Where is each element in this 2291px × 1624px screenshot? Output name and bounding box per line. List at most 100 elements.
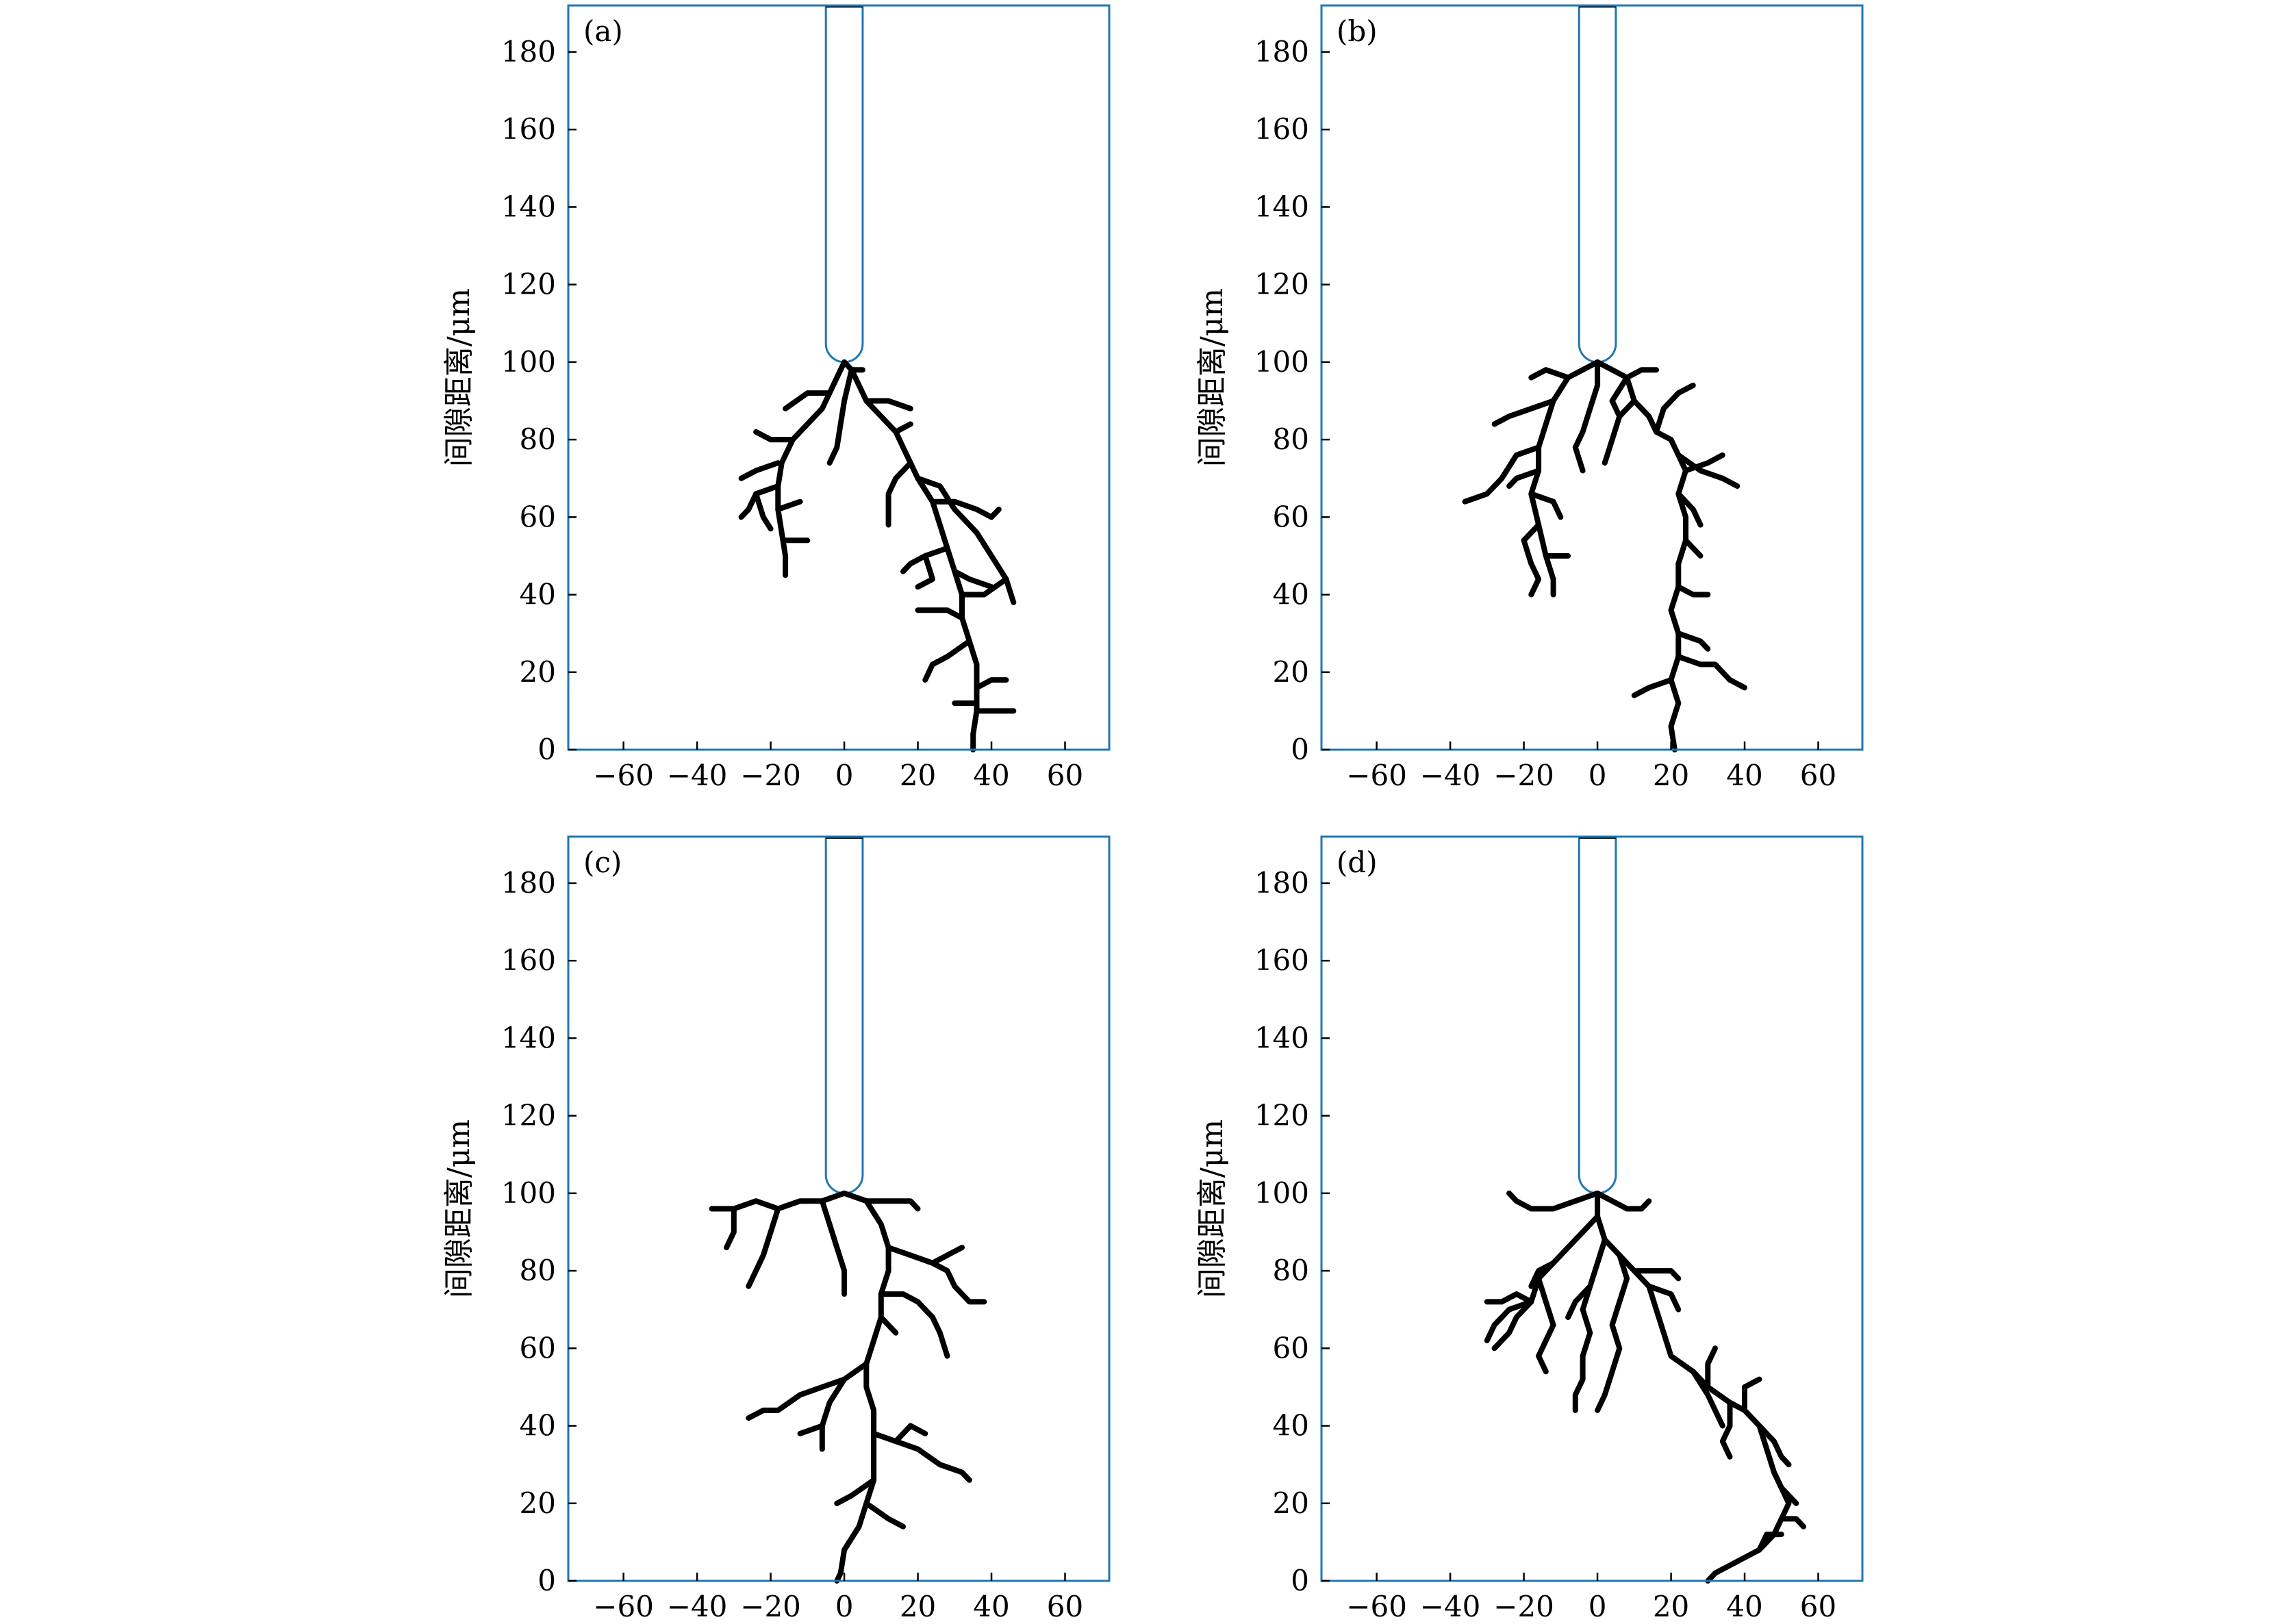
y-tick-label: 140 bbox=[501, 190, 556, 223]
y-axis-title: 间隙距离/μm bbox=[1195, 1119, 1230, 1298]
tree-branch bbox=[1572, 359, 1601, 474]
panel-label: (c) bbox=[583, 846, 622, 879]
tree-branch bbox=[1675, 631, 1711, 652]
x-tick-label: 0 bbox=[835, 759, 854, 792]
y-tick-label: 120 bbox=[501, 1099, 556, 1132]
tree-branch bbox=[841, 1190, 921, 1212]
y-tick-label: 120 bbox=[1254, 268, 1309, 301]
tree-branch bbox=[1521, 522, 1542, 598]
tree-branch bbox=[1705, 1345, 1718, 1390]
tree-branch bbox=[1675, 452, 1741, 489]
tree-branch bbox=[1756, 1423, 1792, 1468]
tree-branch bbox=[1491, 1213, 1601, 1352]
x-tick-label: 60 bbox=[1800, 759, 1836, 792]
tree-branch bbox=[915, 553, 935, 590]
tree-branch bbox=[1595, 1190, 1652, 1212]
y-axis-title: 间隙距离/μm bbox=[1195, 288, 1230, 467]
tree-branch bbox=[1631, 677, 1674, 698]
tree-branch bbox=[783, 390, 833, 411]
y-tick-label: 180 bbox=[501, 866, 556, 900]
tree-branch bbox=[1683, 452, 1725, 474]
x-tick-label: 40 bbox=[1726, 1590, 1762, 1623]
x-tick-label: 40 bbox=[1726, 759, 1762, 792]
tree-branch bbox=[1675, 654, 1747, 691]
y-tick-label: 160 bbox=[501, 112, 556, 146]
x-tick-label: −40 bbox=[667, 759, 728, 792]
electrode bbox=[824, 4, 864, 364]
tree-branch bbox=[1506, 468, 1542, 489]
y-tick-label: 20 bbox=[520, 655, 556, 689]
panel-a: −60 −40 −20 0 20 40 60 0 20 40 60 80 100 120 140 160 180… bbox=[442, 4, 1111, 792]
tree-branch bbox=[922, 638, 972, 683]
y-axis-title: 间隙距离/μm bbox=[442, 288, 477, 467]
y-tick-label: 20 bbox=[1273, 1486, 1309, 1520]
plot-frame bbox=[1320, 4, 1864, 751]
y-tick-label: 80 bbox=[520, 422, 556, 456]
tree-branch bbox=[930, 498, 1002, 520]
panel-label: (b) bbox=[1337, 14, 1378, 48]
y-tick-label: 100 bbox=[1254, 1176, 1309, 1210]
tree-branch bbox=[893, 421, 913, 435]
tree-branch bbox=[819, 1376, 848, 1452]
x-tick-label: −60 bbox=[1346, 1590, 1407, 1623]
y-tick-label: 60 bbox=[520, 500, 556, 533]
tree-branch bbox=[915, 607, 965, 621]
panel-c: −60 −40 −20 0 20 40 60 0 20 40 60 80 100 120 140 160 180… bbox=[442, 835, 1111, 1623]
tree-branch bbox=[1528, 1260, 1556, 1289]
x-tick-label: −60 bbox=[1346, 759, 1407, 792]
y-tick-label: 60 bbox=[520, 1331, 556, 1365]
tree-branch bbox=[1572, 1236, 1608, 1413]
x-tick-label: −60 bbox=[593, 759, 654, 792]
y-tick-label: 40 bbox=[1273, 1409, 1309, 1443]
y-tick-label: 140 bbox=[1254, 190, 1309, 223]
tree-branch bbox=[1631, 1268, 1682, 1282]
tree-branch bbox=[753, 429, 796, 443]
tree-branch bbox=[753, 491, 774, 532]
x-tick-label: 60 bbox=[1800, 1590, 1836, 1623]
tree-branch bbox=[826, 367, 855, 466]
tree-branch bbox=[1690, 1369, 1725, 1429]
tree-branch bbox=[1719, 1399, 1733, 1460]
tree-branch bbox=[1771, 1469, 1799, 1506]
tree-branch bbox=[1778, 1516, 1806, 1530]
tree-branch bbox=[834, 1198, 891, 1584]
x-tick-label: −60 bbox=[593, 1590, 654, 1623]
y-tick-label: 180 bbox=[1254, 866, 1309, 900]
tree-branch bbox=[1609, 375, 1630, 420]
tree-branch bbox=[797, 1423, 825, 1436]
y-tick-label: 20 bbox=[1273, 655, 1309, 689]
y-tick-label: 0 bbox=[537, 733, 556, 766]
tree-branch bbox=[1595, 1190, 1792, 1584]
tree-branch bbox=[952, 568, 994, 590]
y-tick-label: 180 bbox=[501, 35, 556, 68]
y-tick-label: 80 bbox=[520, 1254, 556, 1287]
y-tick-label: 100 bbox=[501, 345, 556, 379]
x-tick-label: 0 bbox=[1588, 1590, 1607, 1623]
panel-label: (a) bbox=[583, 14, 623, 48]
panel-b: −60 −40 −20 0 20 40 60 0 20 40 60 80 100 120 140 160 180… bbox=[1195, 4, 1864, 792]
x-tick-label: 0 bbox=[835, 1590, 854, 1623]
y-tick-label: 80 bbox=[1273, 1254, 1309, 1287]
y-axis-title: 间隙距离/μm bbox=[442, 1119, 477, 1298]
electrode bbox=[1578, 4, 1617, 364]
tree-branch bbox=[1528, 491, 1564, 520]
x-tick-label: 20 bbox=[1653, 1590, 1689, 1623]
tree-branch bbox=[1602, 398, 1637, 466]
x-tick-label: 40 bbox=[973, 759, 1009, 792]
plot-frame bbox=[567, 4, 1111, 751]
tree-branch bbox=[1565, 1283, 1593, 1320]
tree-branch bbox=[885, 460, 913, 528]
tree-branch bbox=[834, 1477, 877, 1506]
tree-branch bbox=[1484, 1299, 1534, 1343]
y-tick-label: 80 bbox=[1273, 422, 1309, 456]
tree-branch bbox=[878, 1315, 899, 1336]
y-tick-label: 40 bbox=[520, 578, 556, 611]
y-tick-label: 120 bbox=[501, 268, 556, 301]
y-tick-label: 100 bbox=[501, 1176, 556, 1210]
tree-branch bbox=[775, 498, 803, 512]
tree-branch bbox=[1528, 367, 1571, 381]
tree-branch bbox=[1675, 491, 1704, 528]
x-tick-label: 20 bbox=[900, 759, 936, 792]
x-tick-label: −40 bbox=[1420, 759, 1481, 792]
y-tick-label: 160 bbox=[501, 943, 556, 977]
